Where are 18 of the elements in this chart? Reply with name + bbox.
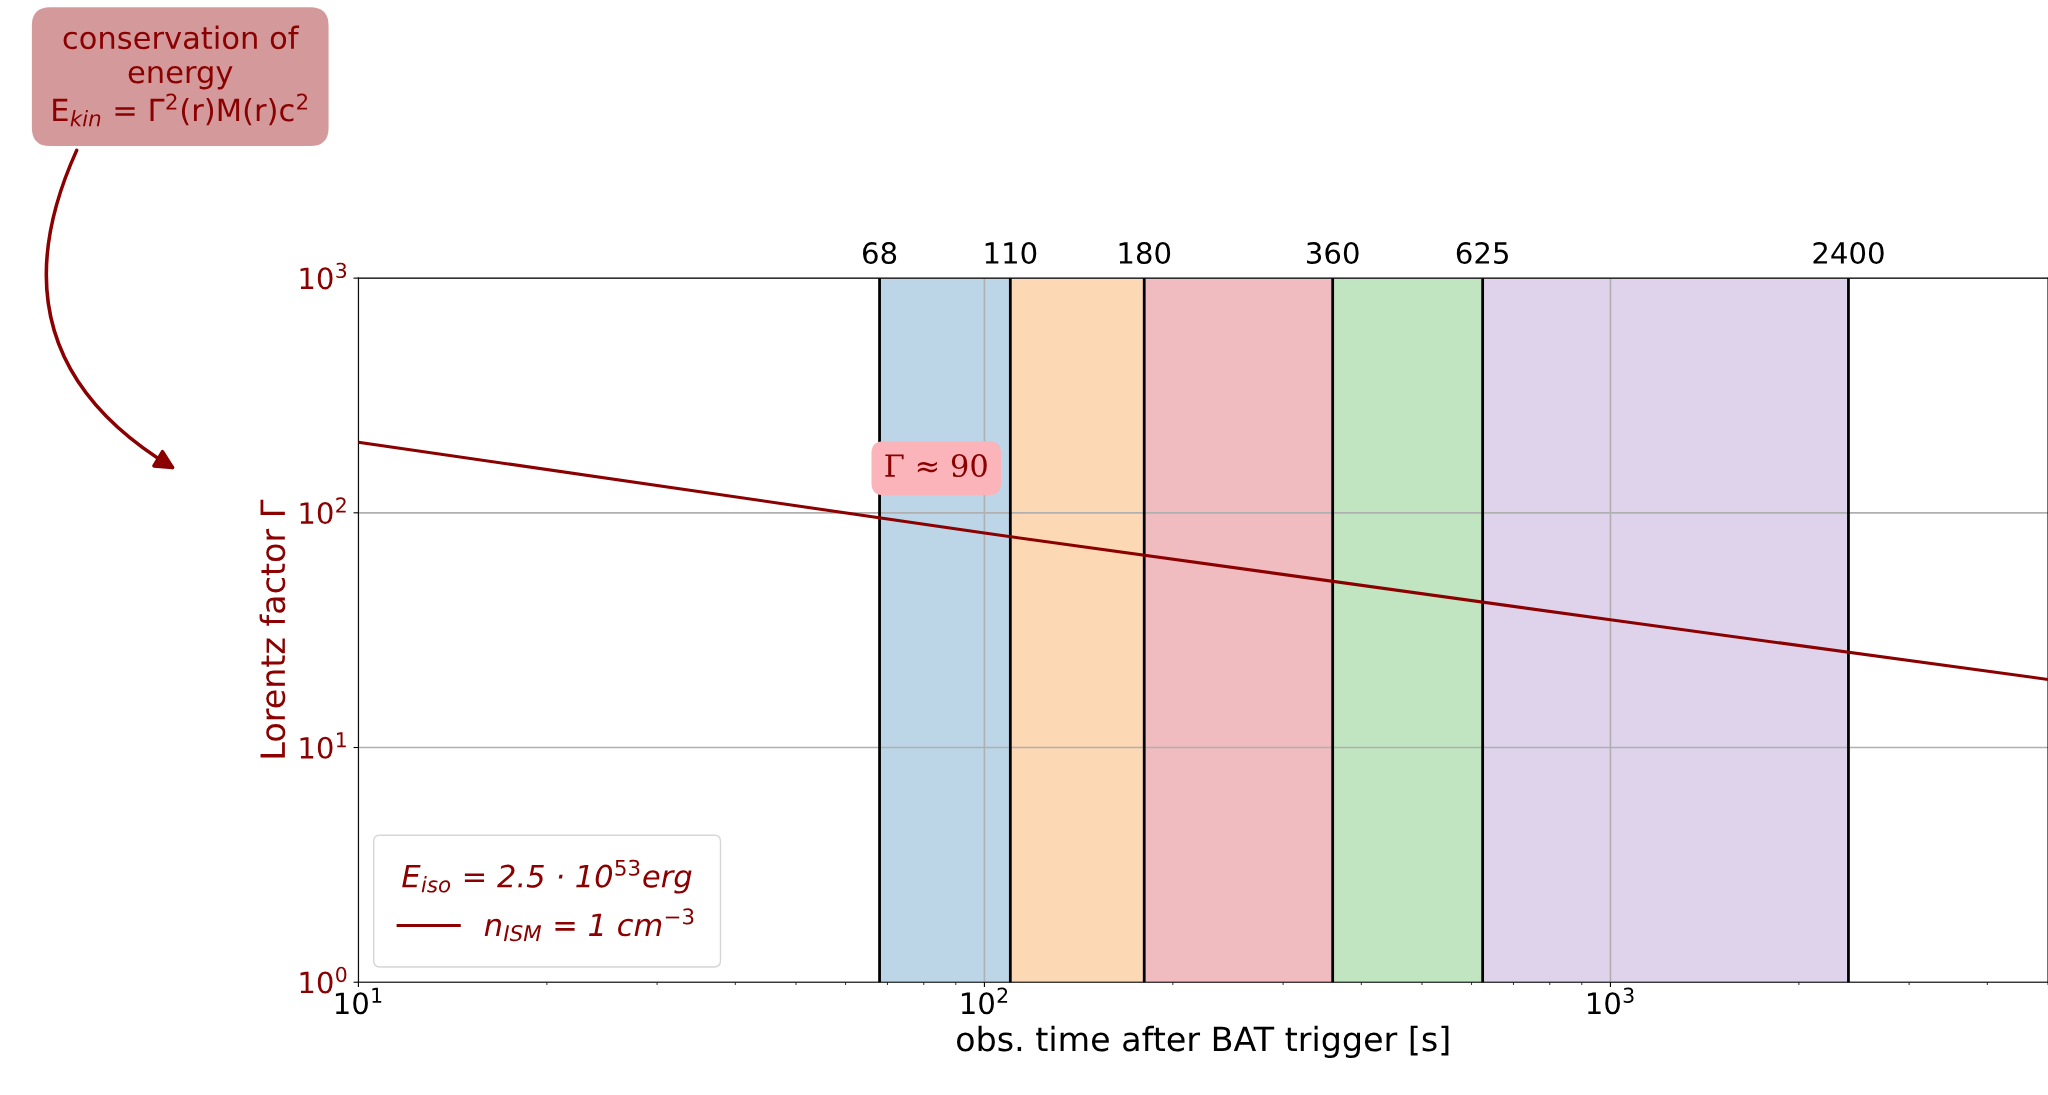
x-tick-label: 10$^{1}$: [335, 987, 382, 1015]
y-tick-label: 10$^{2}$: [300, 497, 346, 525]
x-axis-title: obs. time after BAT trigger [s]: [957, 1025, 1449, 1058]
ref-line-label: 110: [985, 241, 1037, 265]
ref-line-label: 625: [1456, 241, 1508, 265]
ref-line-label: 68: [863, 241, 897, 265]
ref-line-label: 180: [1119, 241, 1171, 265]
y-axis-title: Lorentz factor Γ: [259, 499, 286, 758]
legend-title: E$_{iso}$ = 2.5 · 10$^{53}$erg: [402, 859, 692, 894]
y-tick-label: 10$^{1}$: [300, 732, 346, 759]
x-tick-label: 10$^{2}$: [961, 987, 1008, 1015]
legend-label: n$_{ISM}$ = 1 cm$^{−3}$: [484, 908, 694, 942]
annotation: Γ ≈ 90: [885, 453, 987, 478]
x-tick-label: 10$^{3}$: [1587, 987, 1634, 1015]
y-tick-label: 10$^{3}$: [300, 262, 347, 290]
ref-line-label: 2400: [1813, 241, 1884, 265]
ref-line-label: 360: [1307, 241, 1359, 265]
text: conservation of energy E$_{kin}$ = Γ$^{2}$(r)M(r)c$^{2}$: [53, 25, 308, 127]
